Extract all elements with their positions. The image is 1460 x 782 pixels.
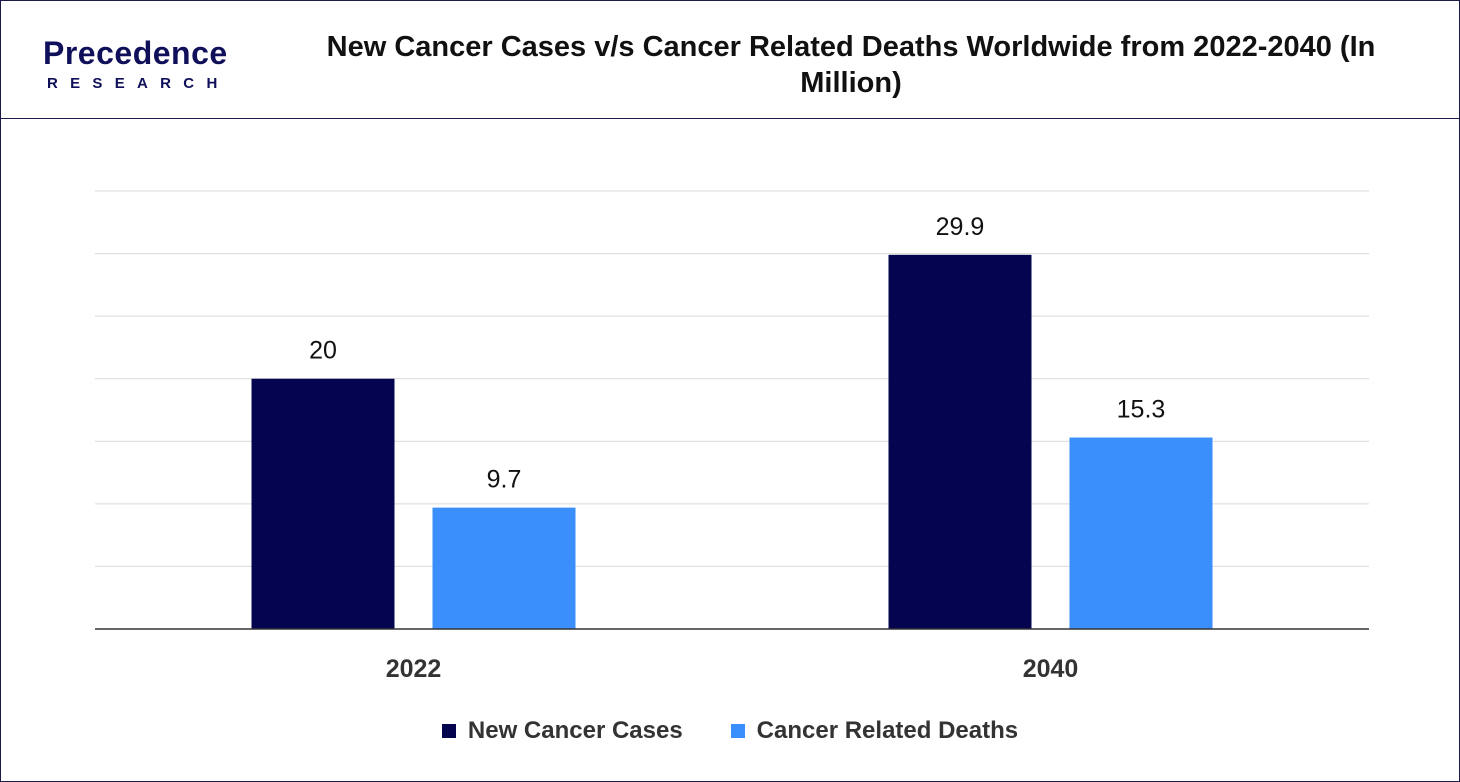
- legend-swatch: [441, 724, 456, 738]
- legend-swatch: [730, 724, 745, 738]
- bar-chart: 20 9.7 2022 29.9 15.3 2040: [95, 190, 1369, 683]
- x-tick-label: 2040: [1023, 655, 1079, 683]
- bar: [251, 378, 395, 629]
- legend-item: Cancer Related Deaths: [730, 717, 1019, 745]
- legend-label: New Cancer Cases: [467, 717, 683, 744]
- data-label: 15.3: [1117, 396, 1166, 424]
- header: Precedence RESEARCH New Cancer Cases v/s…: [1, 1, 1459, 119]
- brand-logo-subtitle: RESEARCH: [47, 75, 230, 92]
- chart-title: New Cancer Cases v/s Cancer Related Deat…: [326, 31, 1376, 99]
- brand-logo: Precedence RESEARCH: [43, 35, 263, 99]
- brand-logo-word: Precedence: [43, 35, 228, 71]
- bar: [1069, 437, 1213, 629]
- legend-label: Cancer Related Deaths: [756, 717, 1019, 744]
- data-label: 29.9: [936, 213, 985, 241]
- x-tick-label: 2022: [386, 655, 442, 683]
- legend-item: New Cancer Cases: [441, 717, 683, 745]
- bar: [432, 507, 576, 629]
- data-label: 9.7: [487, 466, 522, 494]
- chart-legend: New Cancer Cases Cancer Related Deaths: [1, 713, 1459, 749]
- data-label: 20: [309, 337, 337, 365]
- bar: [888, 254, 1032, 629]
